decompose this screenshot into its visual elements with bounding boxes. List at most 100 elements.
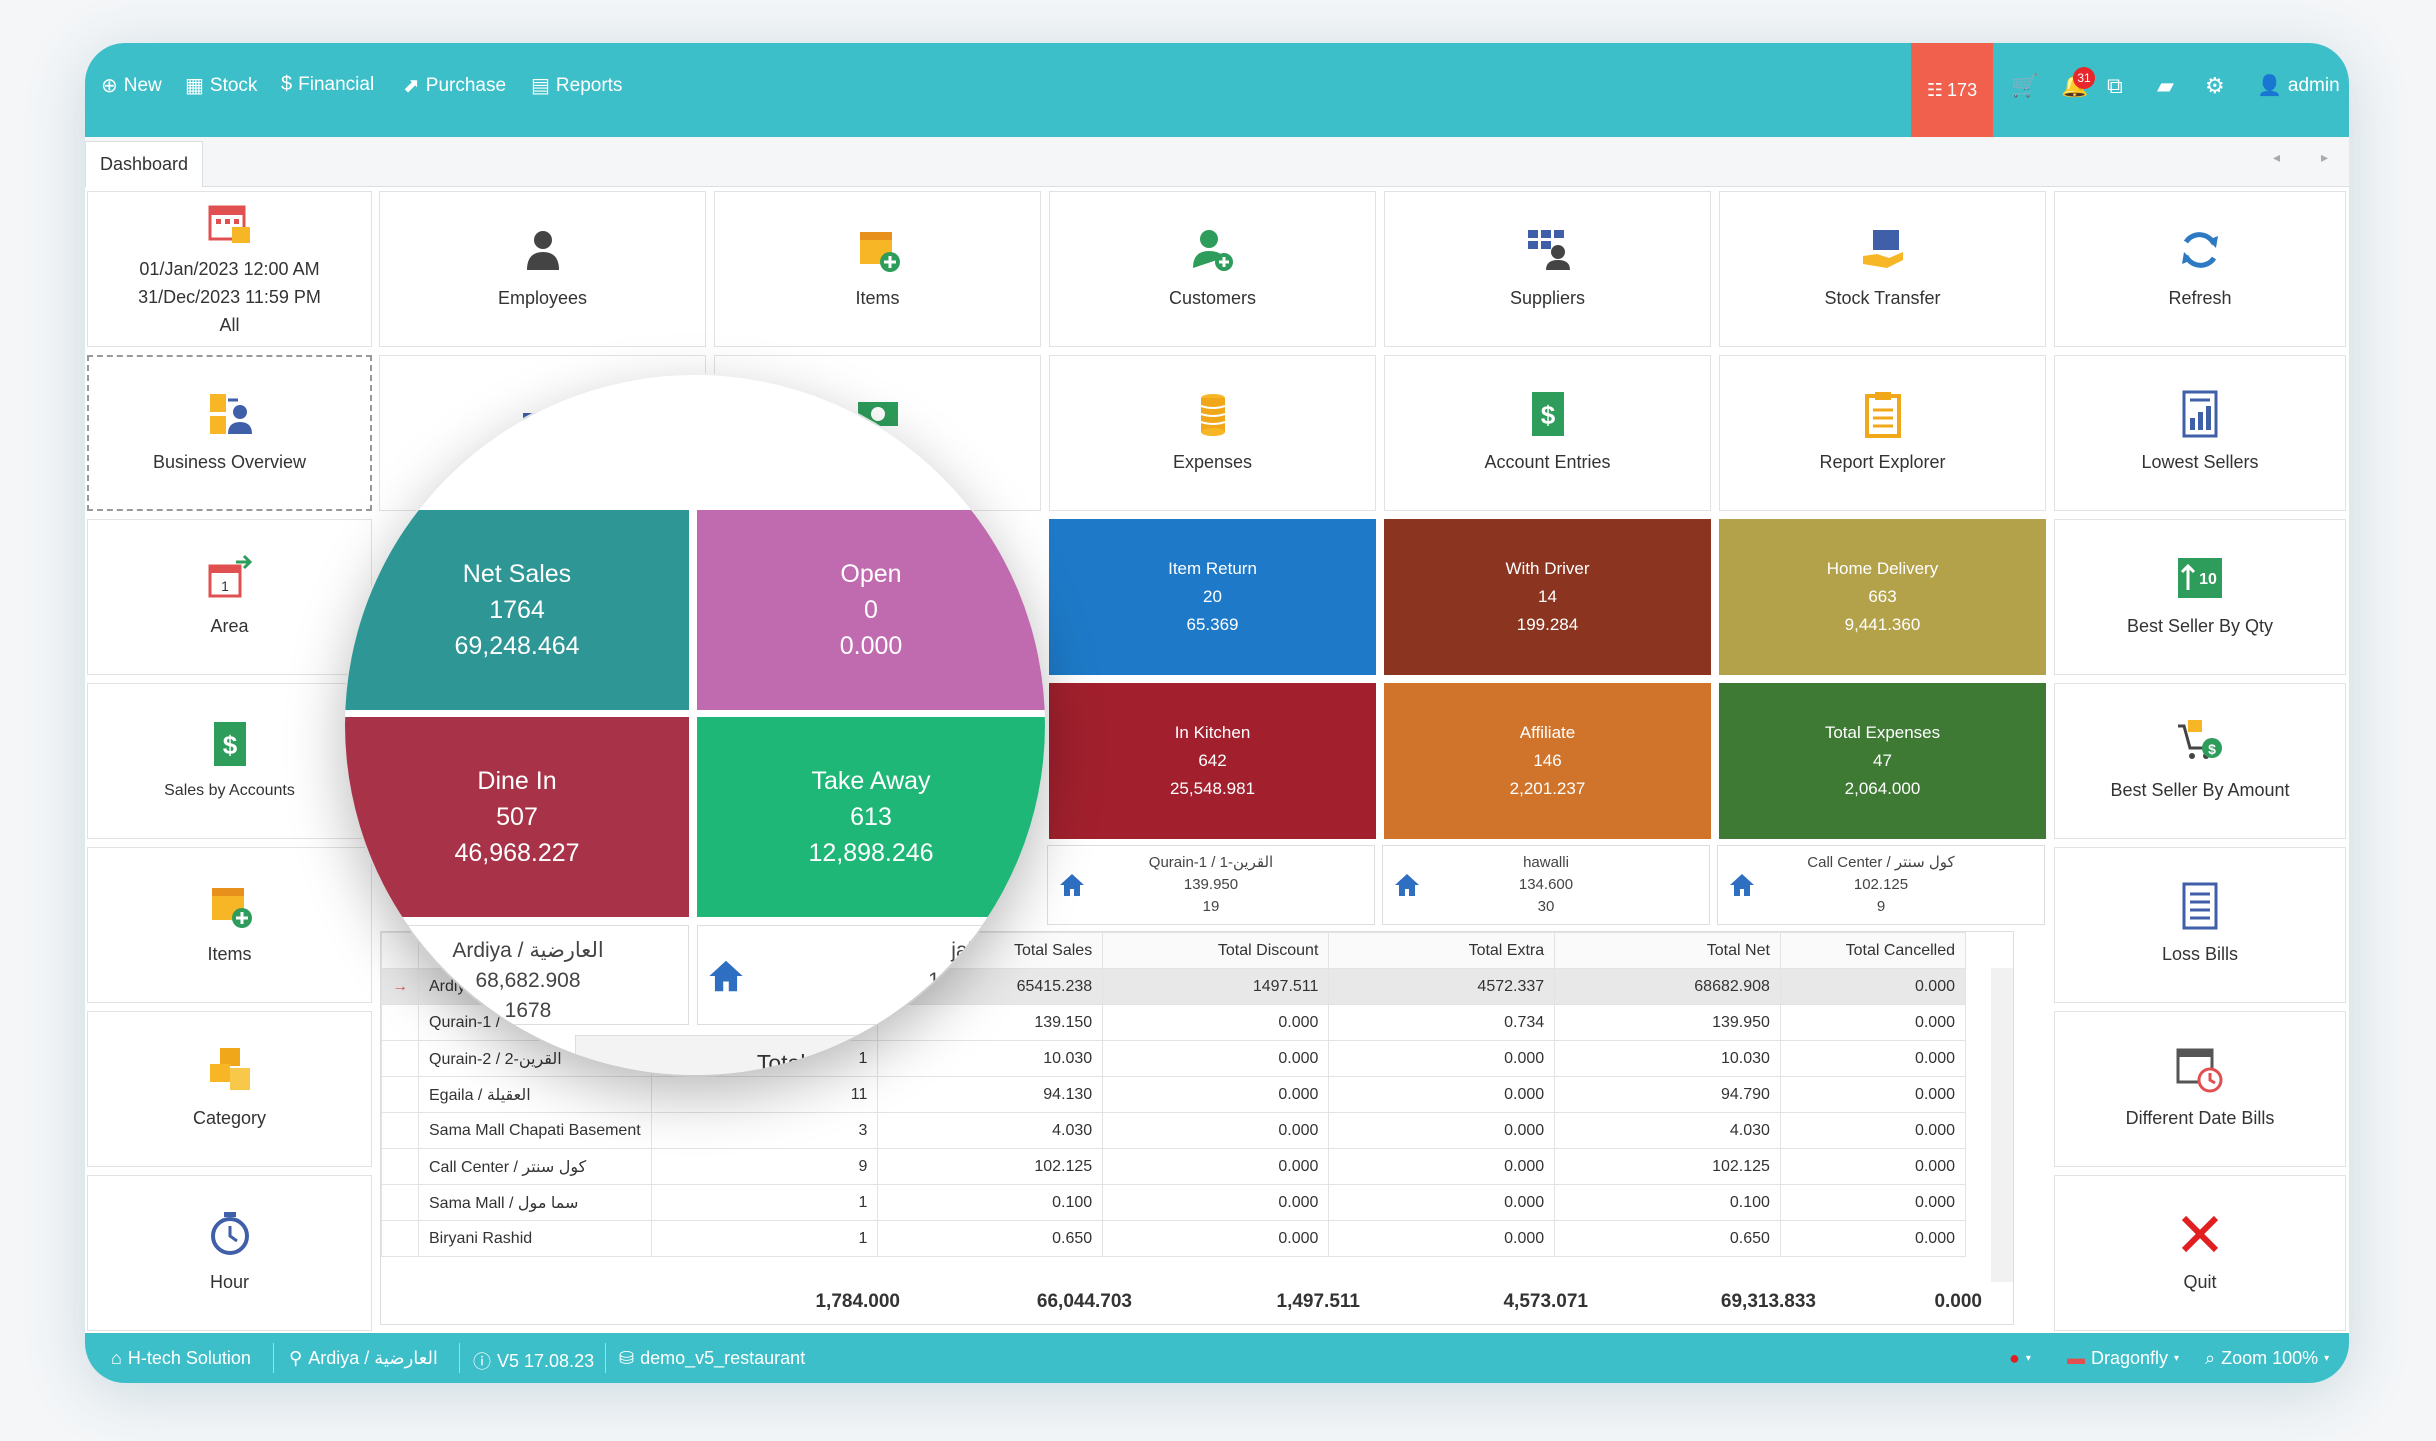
supplier-grid-icon bbox=[1527, 230, 1570, 271]
hand-box-icon bbox=[1862, 230, 1903, 269]
home-icon bbox=[1060, 874, 1084, 896]
cell-bills: 9 bbox=[650, 1148, 879, 1185]
expenses-tile[interactable]: Expenses bbox=[1049, 355, 1376, 511]
table-row[interactable]: Sama Mall / سما مول 1 0.100 0.000 0.000 0.100… bbox=[381, 1184, 1967, 1221]
database-label[interactable]: ⛁ demo_v5_restaurant bbox=[619, 1348, 806, 1368]
col-total-extra[interactable]: Total Extra bbox=[1328, 932, 1556, 969]
date-range-tile[interactable]: 01/Jan/2023 12:00 AM 31/Dec/2023 11:59 P… bbox=[87, 191, 372, 347]
nav-purchase[interactable]: ⬈ Purchase bbox=[403, 74, 507, 98]
sales-by-accounts-tile[interactable]: $ Sales by Accounts bbox=[87, 683, 372, 839]
grid-scrollbar[interactable] bbox=[1991, 968, 2013, 1282]
zoom-selector[interactable]: ⌕ Zoom 100% ▾ bbox=[2205, 1348, 2330, 1368]
document-lines-icon bbox=[2182, 882, 2218, 930]
table-row[interactable]: Call Center / كول سنتر 9 102.125 0.000 0.000… bbox=[381, 1148, 1967, 1185]
branch-card[interactable]: hawalli 134.600 30 bbox=[1382, 845, 1710, 925]
chevron-down-icon: ▾ bbox=[2025, 1353, 2031, 1364]
chevron-down-icon: ▾ bbox=[2174, 1353, 2180, 1364]
company-label[interactable]: ⌂ H-tech Solution bbox=[111, 1348, 251, 1368]
chat-icon[interactable]: ▰ bbox=[2157, 73, 2174, 98]
quit-tile[interactable]: Quit bbox=[2054, 1175, 2346, 1331]
map-pin-icon: ⚲ bbox=[289, 1348, 303, 1368]
area-tile[interactable]: 1 Area bbox=[87, 519, 372, 675]
col-total-net[interactable]: Total Net bbox=[1554, 932, 1781, 969]
cell-total-discount: 1497.511 bbox=[1102, 968, 1330, 1005]
with-driver-stat[interactable]: With Driver 14 199.284 bbox=[1384, 519, 1711, 675]
dine-in-stat[interactable]: Dine In 507 46,968.227 bbox=[345, 717, 689, 917]
affiliate-stat[interactable]: Affiliate 146 2,201.237 bbox=[1384, 683, 1711, 839]
branch-card[interactable]: Call Center / كول سنتر 102.125 9 bbox=[1717, 845, 2045, 925]
best-seller-qty-tile[interactable]: 10 Best Seller By Qty bbox=[2054, 519, 2346, 675]
refresh-tile[interactable]: Refresh bbox=[2054, 191, 2346, 347]
lowest-sellers-tile[interactable]: Lowest Sellers bbox=[2054, 355, 2346, 511]
report-explorer-tile[interactable]: Report Explorer bbox=[1719, 355, 2046, 511]
user-menu[interactable]: 👤 admin bbox=[2257, 74, 2340, 98]
cell-total-sales: 10.030 bbox=[877, 1040, 1104, 1077]
items-side-tile[interactable]: Items bbox=[87, 847, 372, 1003]
cell-total-cancelled: 0.000 bbox=[1779, 1004, 1967, 1041]
cell-total-extra: 0.000 bbox=[1328, 1184, 1556, 1221]
nav-financial[interactable]: $ Financial bbox=[281, 73, 375, 95]
cell-total-net: 0.650 bbox=[1554, 1220, 1781, 1257]
total-expenses-stat[interactable]: Total Expenses 47 2,064.000 bbox=[1719, 683, 2046, 839]
nav-reports[interactable]: ▤ Reports bbox=[531, 74, 623, 98]
business-overview-tile[interactable]: Business Overview bbox=[87, 355, 372, 511]
stock-transfer-tile[interactable]: Stock Transfer bbox=[1719, 191, 2046, 347]
different-date-bills-tile[interactable]: Different Date Bills bbox=[2054, 1011, 2346, 1167]
cell-total-extra: 0.000 bbox=[1328, 1040, 1556, 1077]
take-away-stat[interactable]: Take Away 613 12,898.246 bbox=[697, 717, 1045, 917]
total-bills-header[interactable]: Total Bills bbox=[575, 1035, 875, 1075]
notifications-counter[interactable]: ☷ 173 bbox=[1911, 43, 1993, 137]
divider bbox=[605, 1343, 606, 1373]
home-delivery-stat[interactable]: Home Delivery 663 9,441.360 bbox=[1719, 519, 2046, 675]
items-tile[interactable]: Items bbox=[714, 191, 1041, 347]
col-total-cancelled[interactable]: Total Cancelled bbox=[1779, 932, 1967, 969]
best-seller-amount-tile[interactable]: $ Best Seller By Amount bbox=[2054, 683, 2346, 839]
theme-selector[interactable]: ▬ Dragonfly ▾ bbox=[2067, 1348, 2180, 1368]
in-kitchen-stat[interactable]: In Kitchen 642 25,548.981 bbox=[1049, 683, 1376, 839]
customers-tile[interactable]: Customers bbox=[1049, 191, 1376, 347]
item-return-stat[interactable]: Item Return 20 65.369 bbox=[1049, 519, 1376, 675]
gear-icon[interactable]: ⚙ bbox=[2205, 73, 2225, 98]
open-stat[interactable]: Open 0 0.000 bbox=[697, 510, 1045, 710]
table-row[interactable]: Egaila / العقيلة 11 94.130 0.000 0.000 94.790… bbox=[381, 1076, 1967, 1113]
refresh-icon bbox=[2182, 232, 2218, 269]
total-net-sum: 69,313.833 bbox=[1720, 1291, 1816, 1312]
employees-tile[interactable]: Employees bbox=[379, 191, 706, 347]
tab-next-icon[interactable]: ▸ bbox=[2321, 149, 2329, 165]
table-row[interactable]: Biryani Rashid 1 0.650 0.000 0.000 0.650 0.000 bbox=[381, 1220, 1967, 1257]
table-row[interactable]: Sama Mall Chapati Basement 3 4.030 0.000 0.0… bbox=[381, 1112, 1967, 1149]
tab-prev-icon[interactable]: ◂ bbox=[2273, 149, 2281, 165]
branch-card[interactable]: Qurain-1 / القرين-1 139.950 19 bbox=[1047, 845, 1375, 925]
branch-card-ardiya[interactable]: Ardiya / العارضية 68,682.908 1678 bbox=[367, 925, 689, 1025]
version-label[interactable]: ⓘ V5 17.08.23 bbox=[473, 1348, 594, 1374]
loss-bills-tile[interactable]: Loss Bills bbox=[2054, 847, 2346, 1003]
home-icon bbox=[1395, 874, 1419, 896]
bell-icon[interactable]: 🔔 31 bbox=[2061, 67, 2095, 99]
cell-bills: 1 bbox=[650, 1184, 879, 1221]
branch-selector[interactable]: ⚲ Ardiya / العارضية bbox=[289, 1348, 438, 1368]
calendar-icon bbox=[208, 205, 250, 243]
cell-total-sales: 102.125 bbox=[877, 1148, 1104, 1185]
cell-total-sales: 0.650 bbox=[877, 1220, 1104, 1257]
branch-card-jahra[interactable]: jahra 144.650 31 bbox=[697, 925, 1045, 1025]
account-entries-tile[interactable]: $ Account Entries bbox=[1384, 355, 1711, 511]
home-icon bbox=[1730, 874, 1754, 896]
nav-stock[interactable]: ▦ Stock bbox=[185, 74, 258, 98]
app-window: ⊕ New ▦ Stock $ Financial ⬈ Purchase ▤ Report… bbox=[85, 43, 2349, 1383]
cell-bills: 11 bbox=[650, 1076, 879, 1113]
cart-icon[interactable]: 🛒 bbox=[2011, 73, 2039, 98]
status-dropdown[interactable]: ● ▾ bbox=[2009, 1348, 2031, 1369]
tab-dashboard[interactable]: Dashboard bbox=[85, 141, 204, 187]
date-scope: All bbox=[219, 315, 240, 335]
home-icon bbox=[709, 960, 743, 992]
cell-total-net: 139.950 bbox=[1554, 1004, 1781, 1041]
nav-new[interactable]: ⊕ New bbox=[101, 74, 162, 98]
row-indicator bbox=[381, 1076, 419, 1113]
category-tile[interactable]: Category bbox=[87, 1011, 372, 1167]
copy-icon[interactable]: ⧉ bbox=[2107, 73, 2123, 98]
cell-total-net: 102.125 bbox=[1554, 1148, 1781, 1185]
net-sales-stat[interactable]: Net Sales 1764 69,248.464 bbox=[345, 510, 689, 710]
suppliers-tile[interactable]: Suppliers bbox=[1384, 191, 1711, 347]
col-total-discount[interactable]: Total Discount bbox=[1102, 932, 1330, 969]
hour-tile[interactable]: Hour bbox=[87, 1175, 372, 1331]
